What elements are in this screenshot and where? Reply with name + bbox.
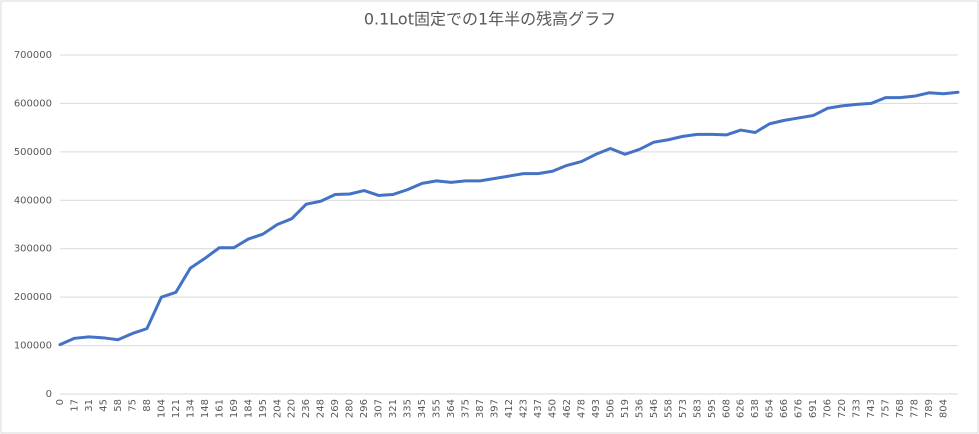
x-tick-label: 75 <box>127 399 138 412</box>
x-tick-label: 121 <box>171 399 182 418</box>
x-tick-label: 423 <box>518 399 529 418</box>
x-tick-label: 307 <box>374 399 385 418</box>
x-tick-label: 148 <box>200 399 211 418</box>
x-tick-label: 0 <box>55 399 66 405</box>
x-tick-label: 462 <box>562 399 573 418</box>
x-tick-label: 666 <box>779 399 790 418</box>
x-tick-label: 397 <box>490 399 501 418</box>
x-tick-label: 789 <box>924 399 935 418</box>
x-tick-label: 437 <box>533 399 544 418</box>
x-tick-label: 236 <box>301 399 312 418</box>
x-tick-label: 654 <box>765 399 776 418</box>
x-tick-label: 387 <box>475 399 486 418</box>
x-tick-label: 220 <box>287 399 298 418</box>
x-tick-label: 691 <box>808 399 819 418</box>
y-tick-label: 600000 <box>14 98 52 109</box>
x-tick-label: 638 <box>750 399 761 418</box>
x-tick-label: 743 <box>866 399 877 418</box>
x-tick-label: 364 <box>446 399 457 418</box>
y-tick-label: 500000 <box>14 147 52 158</box>
x-tick-label: 478 <box>576 399 587 418</box>
x-tick-label: 204 <box>272 399 283 418</box>
x-tick-label: 573 <box>678 399 689 418</box>
x-tick-label: 345 <box>417 399 428 418</box>
x-tick-label: 184 <box>243 399 254 418</box>
x-tick-label: 45 <box>98 399 109 412</box>
x-tick-label: 720 <box>837 399 848 418</box>
x-tick-label: 104 <box>156 399 167 418</box>
x-tick-label: 195 <box>258 399 269 418</box>
y-tick-label: 400000 <box>14 195 52 206</box>
x-tick-label: 778 <box>910 399 921 418</box>
x-tick-label: 280 <box>345 399 356 418</box>
x-tick-label: 355 <box>432 399 443 418</box>
x-tick-label: 676 <box>794 399 805 418</box>
y-tick-label: 700000 <box>14 50 52 61</box>
x-tick-label: 161 <box>214 399 225 418</box>
x-tick-label: 804 <box>939 399 950 418</box>
x-tick-label: 296 <box>359 399 370 418</box>
balance-line <box>58 90 960 347</box>
x-tick-label: 733 <box>852 399 863 418</box>
x-tick-label: 58 <box>113 399 124 412</box>
y-tick-label: 200000 <box>14 292 52 303</box>
x-tick-label: 412 <box>504 399 515 418</box>
x-tick-label: 31 <box>84 399 95 412</box>
x-tick-label: 375 <box>461 399 472 418</box>
x-tick-label: 626 <box>736 399 747 418</box>
x-tick-label: 169 <box>229 399 240 418</box>
chart-title: 0.1Lot固定での1年半の残高グラフ <box>364 10 616 29</box>
x-tick-label: 248 <box>316 399 327 418</box>
x-tick-label: 321 <box>388 399 399 418</box>
x-tick-label: 608 <box>721 399 732 418</box>
y-tick-label: 0 <box>46 389 52 400</box>
x-tick-label: 506 <box>605 399 616 418</box>
x-tick-label: 583 <box>692 399 703 418</box>
x-tick-label: 335 <box>403 399 414 418</box>
x-tick-label: 493 <box>591 399 602 418</box>
y-tick-label: 300000 <box>14 244 52 255</box>
x-tick-label: 706 <box>823 399 834 418</box>
x-tick-label: 768 <box>895 399 906 418</box>
x-tick-label: 536 <box>634 399 645 418</box>
x-tick-label: 757 <box>881 399 892 418</box>
x-tick-label: 88 <box>142 399 153 412</box>
x-tick-label: 595 <box>707 399 718 418</box>
x-tick-label: 558 <box>663 399 674 418</box>
x-tick-label: 450 <box>547 399 558 418</box>
x-tick-label: 17 <box>69 399 80 412</box>
x-tick-label: 546 <box>649 399 660 418</box>
x-tick-label: 519 <box>620 399 631 418</box>
x-tick-label: 269 <box>330 399 341 418</box>
x-tick-label: 134 <box>185 399 196 418</box>
y-tick-label: 100000 <box>14 341 52 352</box>
